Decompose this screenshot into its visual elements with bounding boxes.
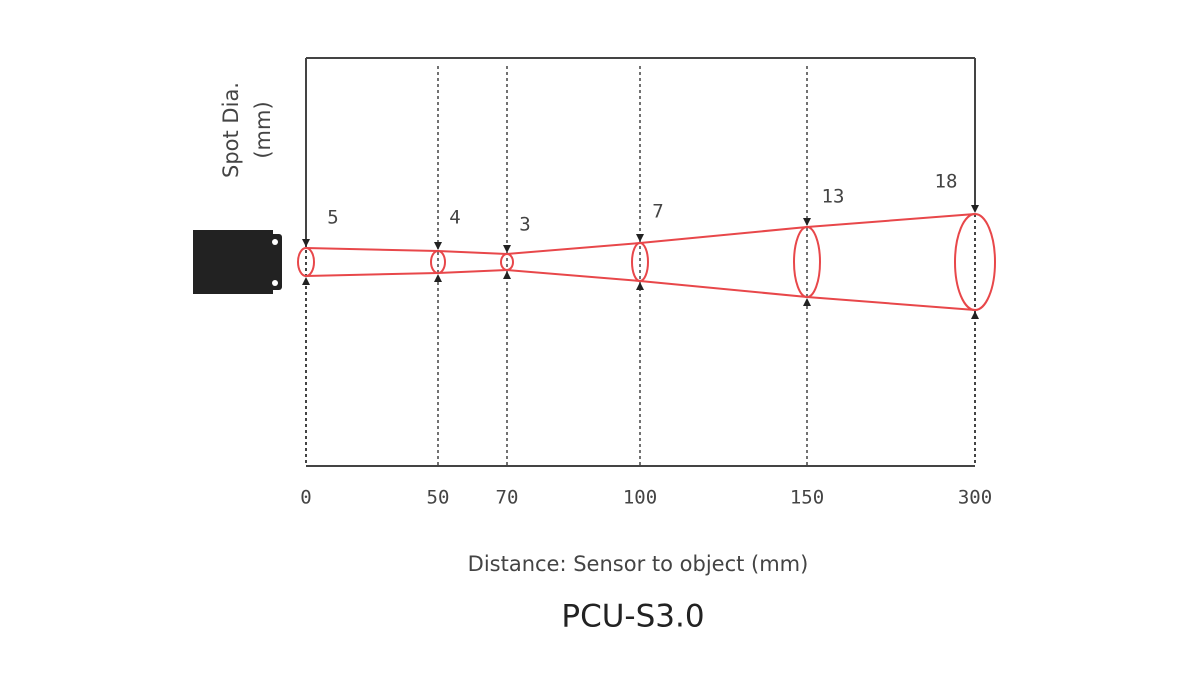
sensor-head <box>268 234 282 290</box>
sensor-screw <box>272 280 278 286</box>
spot-label: 7 <box>652 201 663 223</box>
beam-edge <box>806 296 976 311</box>
spot-label: 18 <box>935 171 958 193</box>
arrow <box>636 234 644 242</box>
arrow <box>503 271 511 279</box>
beam-edge <box>506 269 641 282</box>
arrow <box>971 311 979 319</box>
beam-edge <box>437 250 508 255</box>
distance-label: 300 <box>958 487 992 509</box>
arrow <box>302 277 310 285</box>
arrow <box>636 282 644 290</box>
spot-ellipse <box>793 226 821 298</box>
arrow <box>803 218 811 226</box>
distance-label: 0 <box>300 487 311 509</box>
beam-edge <box>639 280 808 298</box>
spot-label: 4 <box>449 207 460 229</box>
title: PCU-S3.0 <box>561 599 704 635</box>
spot-ellipse <box>500 253 514 271</box>
distance-label: 70 <box>496 487 519 509</box>
distance-label: 50 <box>427 487 450 509</box>
y-label: Spot Dia. (mm) <box>219 82 275 178</box>
spot-label: 3 <box>519 214 530 236</box>
beam-edge <box>437 269 508 274</box>
arrow <box>971 205 979 213</box>
beam-edge <box>506 242 641 255</box>
x-label: Distance: Sensor to object (mm) <box>468 552 809 576</box>
beam-edge <box>806 213 976 228</box>
y-label-line: (mm) <box>251 101 275 158</box>
distance-label: 100 <box>623 487 657 509</box>
arrow <box>434 274 442 282</box>
spot-label: 5 <box>327 207 338 229</box>
sensor-body <box>193 230 273 294</box>
distance-label: 150 <box>790 487 824 509</box>
sensor-screw <box>272 239 278 245</box>
spot-label: 13 <box>822 186 845 208</box>
y-label-line: Spot Dia. <box>219 82 243 178</box>
arrow <box>503 245 511 253</box>
arrow <box>803 298 811 306</box>
beam-edge <box>305 272 439 277</box>
arrow <box>302 239 310 247</box>
beam-edge <box>639 226 808 244</box>
arrow <box>434 242 442 250</box>
beam-edge <box>305 247 439 252</box>
